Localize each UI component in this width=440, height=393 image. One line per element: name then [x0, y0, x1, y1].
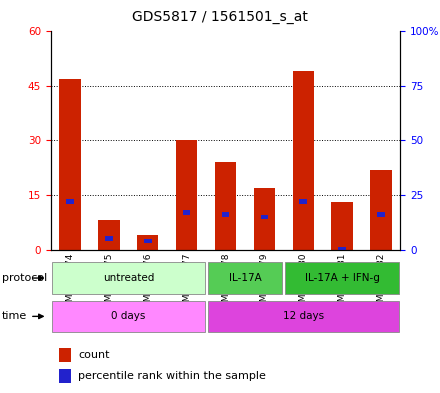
FancyBboxPatch shape	[286, 262, 399, 294]
Bar	[377, 213, 385, 217]
Bar	[222, 213, 229, 217]
FancyBboxPatch shape	[52, 301, 205, 332]
Bar	[260, 215, 268, 219]
Text: 0 days: 0 days	[111, 311, 146, 321]
Bar	[254, 188, 275, 250]
Bar	[183, 210, 191, 215]
Text: protocol: protocol	[2, 273, 48, 283]
Text: percentile rank within the sample: percentile rank within the sample	[78, 371, 266, 381]
FancyBboxPatch shape	[52, 262, 205, 294]
Text: 12 days: 12 days	[282, 311, 324, 321]
Text: IL-17A: IL-17A	[228, 273, 261, 283]
Bar	[176, 140, 197, 250]
FancyBboxPatch shape	[208, 262, 282, 294]
Text: time: time	[2, 311, 27, 321]
Text: count: count	[78, 350, 110, 360]
FancyBboxPatch shape	[208, 301, 399, 332]
Bar	[98, 220, 120, 250]
Bar	[215, 162, 236, 250]
Bar	[137, 235, 158, 250]
Bar	[293, 72, 314, 250]
Bar	[300, 199, 307, 204]
Bar	[370, 170, 392, 250]
Bar	[59, 79, 81, 250]
Bar	[66, 199, 74, 204]
Bar	[59, 348, 71, 362]
Bar	[59, 369, 71, 383]
Bar	[331, 202, 353, 250]
Bar	[338, 247, 346, 252]
Bar	[105, 237, 113, 241]
Text: untreated: untreated	[103, 273, 154, 283]
Text: GDS5817 / 1561501_s_at: GDS5817 / 1561501_s_at	[132, 10, 308, 24]
Bar	[144, 239, 151, 243]
Text: IL-17A + IFN-g: IL-17A + IFN-g	[304, 273, 380, 283]
